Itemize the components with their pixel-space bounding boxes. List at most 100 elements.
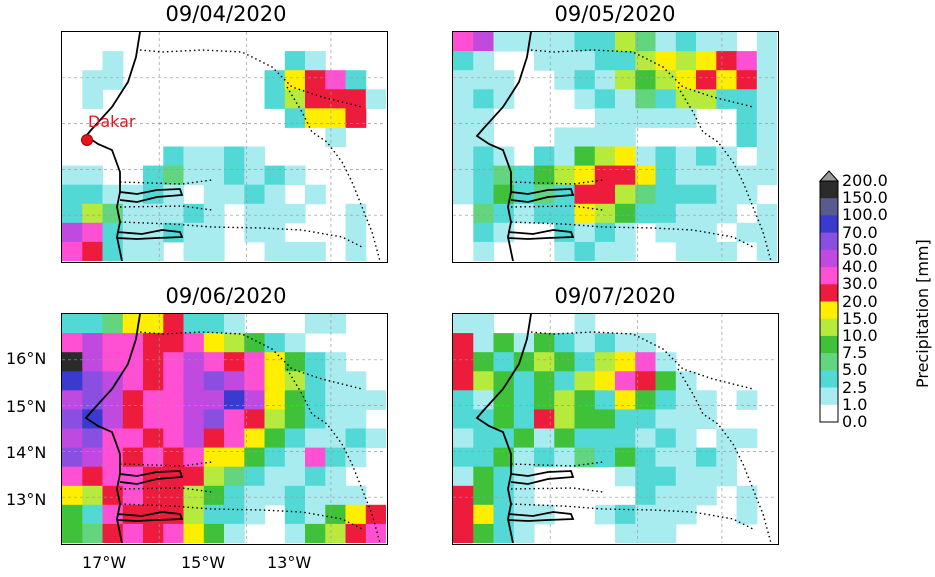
precip-cell	[534, 32, 555, 52]
precip-cell	[453, 523, 474, 543]
precip-cell	[554, 146, 576, 167]
precip-cell	[473, 32, 495, 52]
precip-cell	[473, 390, 495, 410]
precip-cell	[122, 523, 144, 543]
precip-cell	[264, 485, 286, 506]
precip-cell	[203, 314, 225, 334]
colorbar-swatch	[820, 249, 838, 268]
precip-cell	[143, 485, 164, 506]
colorbar-title: Precipitation [mm]	[913, 239, 932, 388]
precip-cell	[143, 184, 164, 205]
precip-cell	[453, 485, 474, 506]
precip-cell	[453, 390, 474, 410]
precip-cell	[345, 203, 367, 224]
precip-cell	[143, 428, 164, 449]
precip-cell	[716, 466, 738, 487]
precip-cell	[756, 222, 777, 243]
precip-cell	[655, 428, 677, 449]
precip-cell	[305, 504, 326, 525]
precip-cell	[82, 523, 104, 543]
precip-cell	[554, 51, 576, 71]
precip-cell	[264, 203, 286, 224]
precip-cell	[82, 165, 104, 186]
precip-cell	[62, 485, 83, 506]
colorbar-level-label: 40.0	[842, 257, 878, 277]
precip-cell	[82, 409, 104, 429]
precip-cell	[244, 390, 266, 410]
panel-title-2: 09/05/2020	[554, 2, 676, 26]
precip-cell	[675, 504, 697, 525]
precip-cell	[365, 390, 386, 410]
precip-cell	[675, 165, 697, 186]
precip-cell	[143, 203, 164, 224]
precip-cell	[264, 371, 286, 391]
precip-cell	[655, 504, 677, 525]
precip-cell	[513, 184, 535, 205]
precip-cell	[325, 314, 347, 334]
precip-cell	[345, 504, 367, 525]
precip-cell	[473, 466, 495, 487]
precip-cell	[655, 89, 677, 109]
precip-cell	[244, 371, 266, 391]
precip-cell	[534, 390, 555, 410]
precip-cell	[574, 70, 596, 90]
precip-cell	[264, 447, 286, 468]
precip-cell	[675, 146, 697, 167]
precip-cell	[756, 146, 777, 167]
precip-cell	[143, 371, 164, 391]
precip-cell	[473, 127, 495, 147]
precip-cell	[284, 504, 306, 525]
precip-cell	[716, 146, 738, 167]
precip-cell	[224, 485, 245, 506]
precip-cell	[534, 409, 555, 429]
precip-cell	[675, 409, 697, 429]
country-border	[286, 368, 381, 543]
precip-cell	[756, 165, 777, 186]
precip-cell	[345, 523, 367, 543]
country-border	[510, 461, 604, 493]
precip-cell	[756, 32, 777, 52]
precip-cell	[655, 32, 677, 52]
precip-cell	[655, 222, 677, 243]
precip-cell	[163, 485, 185, 506]
precip-cell	[655, 108, 677, 128]
colorbar-level-label: 150.0	[842, 188, 888, 208]
precip-cell	[716, 241, 738, 261]
precip-cell	[163, 165, 185, 186]
precip-cell	[203, 466, 225, 487]
country-border	[119, 461, 213, 493]
precip-cell	[615, 504, 636, 525]
map-panel-4	[452, 313, 779, 545]
precip-cell	[615, 523, 636, 543]
precip-cell	[224, 146, 245, 167]
precip-cell	[183, 390, 205, 410]
precip-cell	[453, 333, 474, 353]
precip-cell	[305, 51, 326, 71]
precip-cell	[264, 333, 286, 353]
precip-cell	[305, 485, 326, 506]
precip-cell	[716, 51, 738, 71]
precip-cell	[473, 409, 495, 429]
precip-cell	[473, 108, 495, 128]
precip-cell	[736, 70, 758, 90]
precip-cell	[143, 447, 164, 468]
precip-cell	[453, 504, 474, 525]
precip-cell	[203, 428, 225, 449]
panel-title-1: 09/04/2020	[165, 2, 287, 26]
precip-cell	[284, 241, 306, 261]
precip-cell	[513, 447, 535, 468]
precip-cell	[143, 409, 164, 429]
precip-cell	[473, 352, 495, 372]
precip-cell	[615, 89, 636, 109]
precip-cell	[716, 447, 738, 468]
precip-cell	[345, 390, 367, 410]
coastline	[475, 314, 532, 543]
country-border	[677, 86, 772, 261]
colorbar-level-label: 5.0	[842, 360, 868, 380]
precip-cell	[183, 466, 205, 487]
precip-cell	[554, 352, 576, 372]
precip-cell	[574, 428, 596, 449]
precip-cell	[203, 371, 225, 391]
colorbar-level-label: 50.0	[842, 239, 878, 259]
precip-cell	[513, 165, 535, 186]
